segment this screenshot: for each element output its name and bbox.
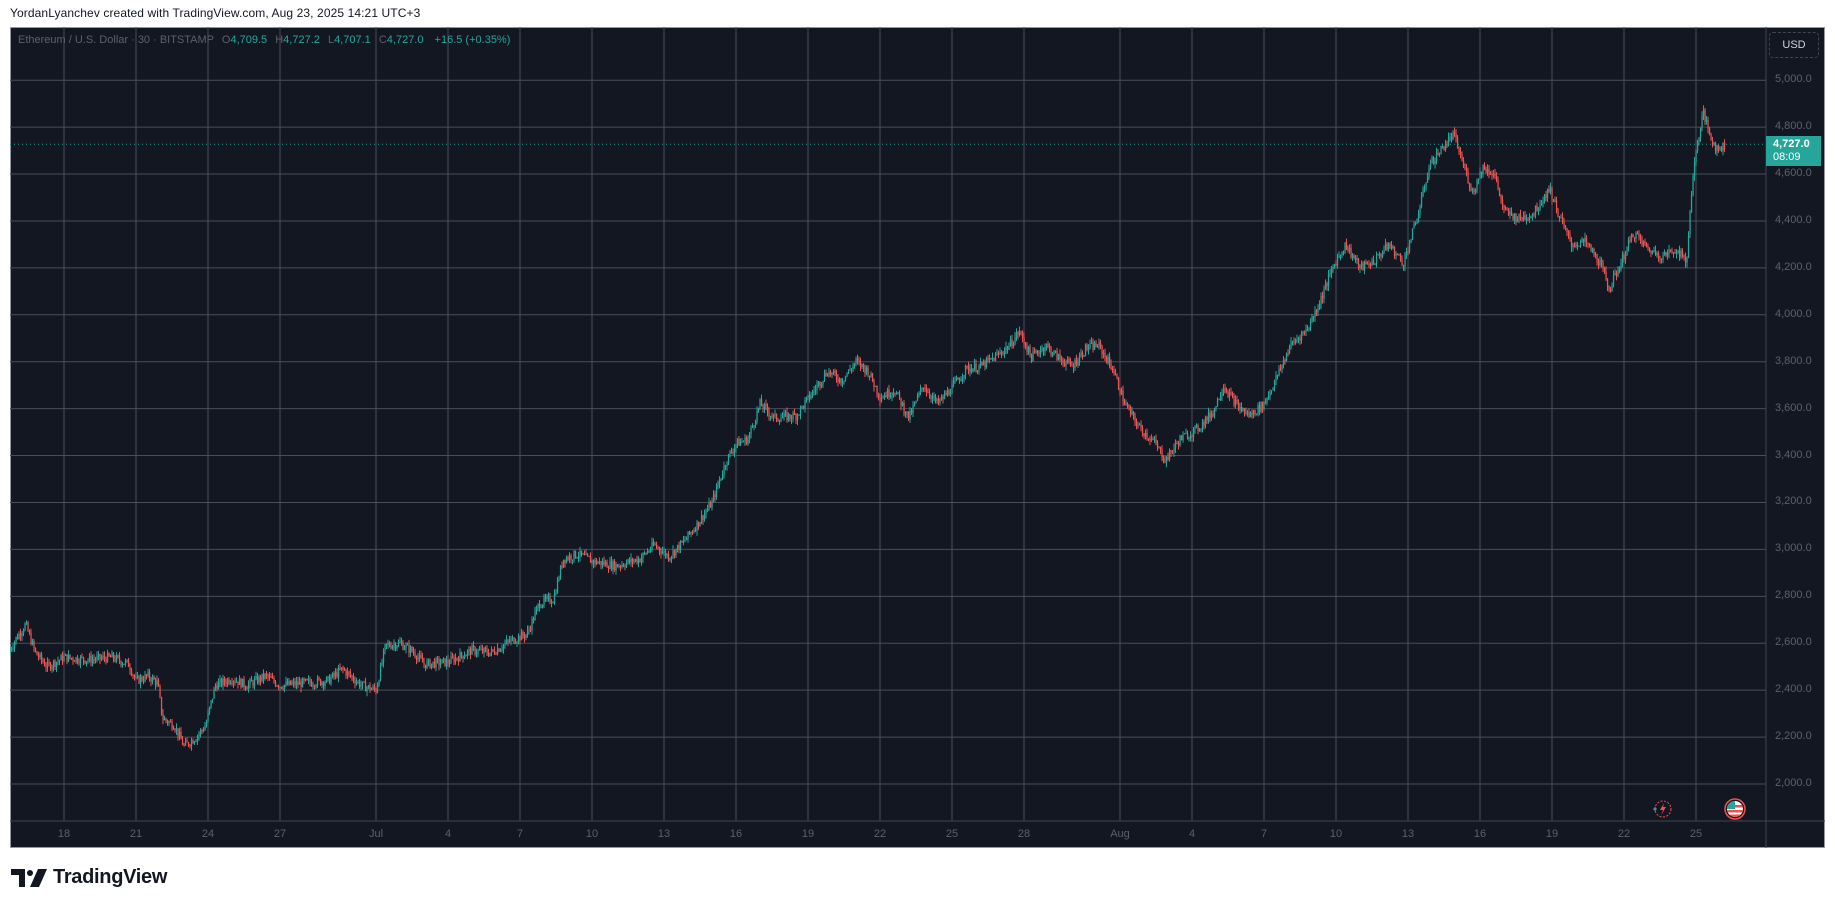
time-tick-label: 16 [729,828,743,840]
price-tick-label: 2,000.0 [1775,777,1812,789]
last-price: 4,727.0 [1773,138,1810,150]
time-tick-label: 18 [57,828,71,840]
high-value: 4,727.2 [283,34,320,46]
price-tick-label: 2,400.0 [1775,683,1812,696]
time-tick-label: 7 [1260,828,1268,840]
price-tick-label: 2,800.0 [1775,589,1812,602]
symbol-name: Ethereum / U.S. Dollar · 30 · BITSTAMP [18,34,214,46]
time-tick-label: 22 [1617,828,1631,840]
price-tick-label: 3,800.0 [1775,354,1812,367]
time-tick-label: 19 [1545,828,1559,840]
price-tick-label: 4,200.0 [1775,260,1812,273]
time-tick-label: 27 [273,828,287,840]
time-tick-label: 25 [945,828,959,840]
chart-credit: YordanLyanchev created with TradingView.… [10,6,421,20]
price-tick-label: 4,000.0 [1775,307,1812,320]
high-key: H [275,34,284,46]
price-tick-label: 4,800.0 [1775,120,1812,133]
time-tick-label: 13 [657,828,671,840]
time-tick-label: 22 [873,828,887,840]
lightning-icon[interactable] [1650,798,1672,820]
candles [10,105,1726,751]
brand-name: TradingView [53,866,168,888]
chart-frame [10,27,1825,848]
open-value: 4,709.5 [230,34,268,46]
time-tick-label: 7 [516,828,524,840]
price-tick-label: 4,600.0 [1775,167,1812,180]
low-value: 4,707.1 [334,34,371,46]
time-tick-label: 28 [1017,828,1031,840]
tradingview-logo-icon [11,868,47,887]
time-tick-label: 24 [201,828,215,840]
price-tick-label: 2,600.0 [1775,636,1812,649]
time-tick-label: 13 [1401,828,1415,840]
time-tick-label: Aug [1110,828,1130,840]
price-tick-label: 5,000.0 [1775,73,1812,86]
price-tick-label: 4,400.0 [1775,213,1812,226]
time-tick-label: 16 [1473,828,1487,840]
currency-button[interactable]: USD [1769,32,1819,58]
close-value: 4,727.0 [386,34,424,46]
bar-countdown: 08:09 [1773,151,1801,163]
price-tick-label: 2,200.0 [1775,730,1812,743]
time-tick-label: 10 [1329,828,1343,840]
open-key: O [221,34,231,46]
time-tick-label: 4 [444,828,452,840]
time-tick-label: Jul [368,828,384,840]
last-price-tag: 4,727.0 08:09 [1766,136,1821,166]
time-tick-label: 10 [585,828,599,840]
time-tick-label: 19 [801,828,815,840]
time-tick-label: 21 [129,828,143,840]
low-key: L [327,34,335,46]
time-tick-label: 25 [1689,828,1703,840]
symbol-legend: Ethereum / U.S. Dollar · 30 · BITSTAMP O… [18,34,510,46]
tradingview-brand: TradingView [11,866,167,889]
close-key: C [378,34,387,46]
price-tick-label: 3,000.0 [1775,542,1812,555]
grid-lines [10,27,1766,821]
change-value: +16.5 (+0.35%) [434,34,511,46]
time-tick-label: 4 [1188,828,1196,840]
candlestick-chart[interactable] [10,27,1825,848]
price-tick-label: 3,400.0 [1775,448,1812,461]
price-tick-label: 3,600.0 [1775,401,1812,414]
us-flag-icon[interactable] [1724,798,1746,820]
price-tick-label: 3,200.0 [1775,495,1812,508]
